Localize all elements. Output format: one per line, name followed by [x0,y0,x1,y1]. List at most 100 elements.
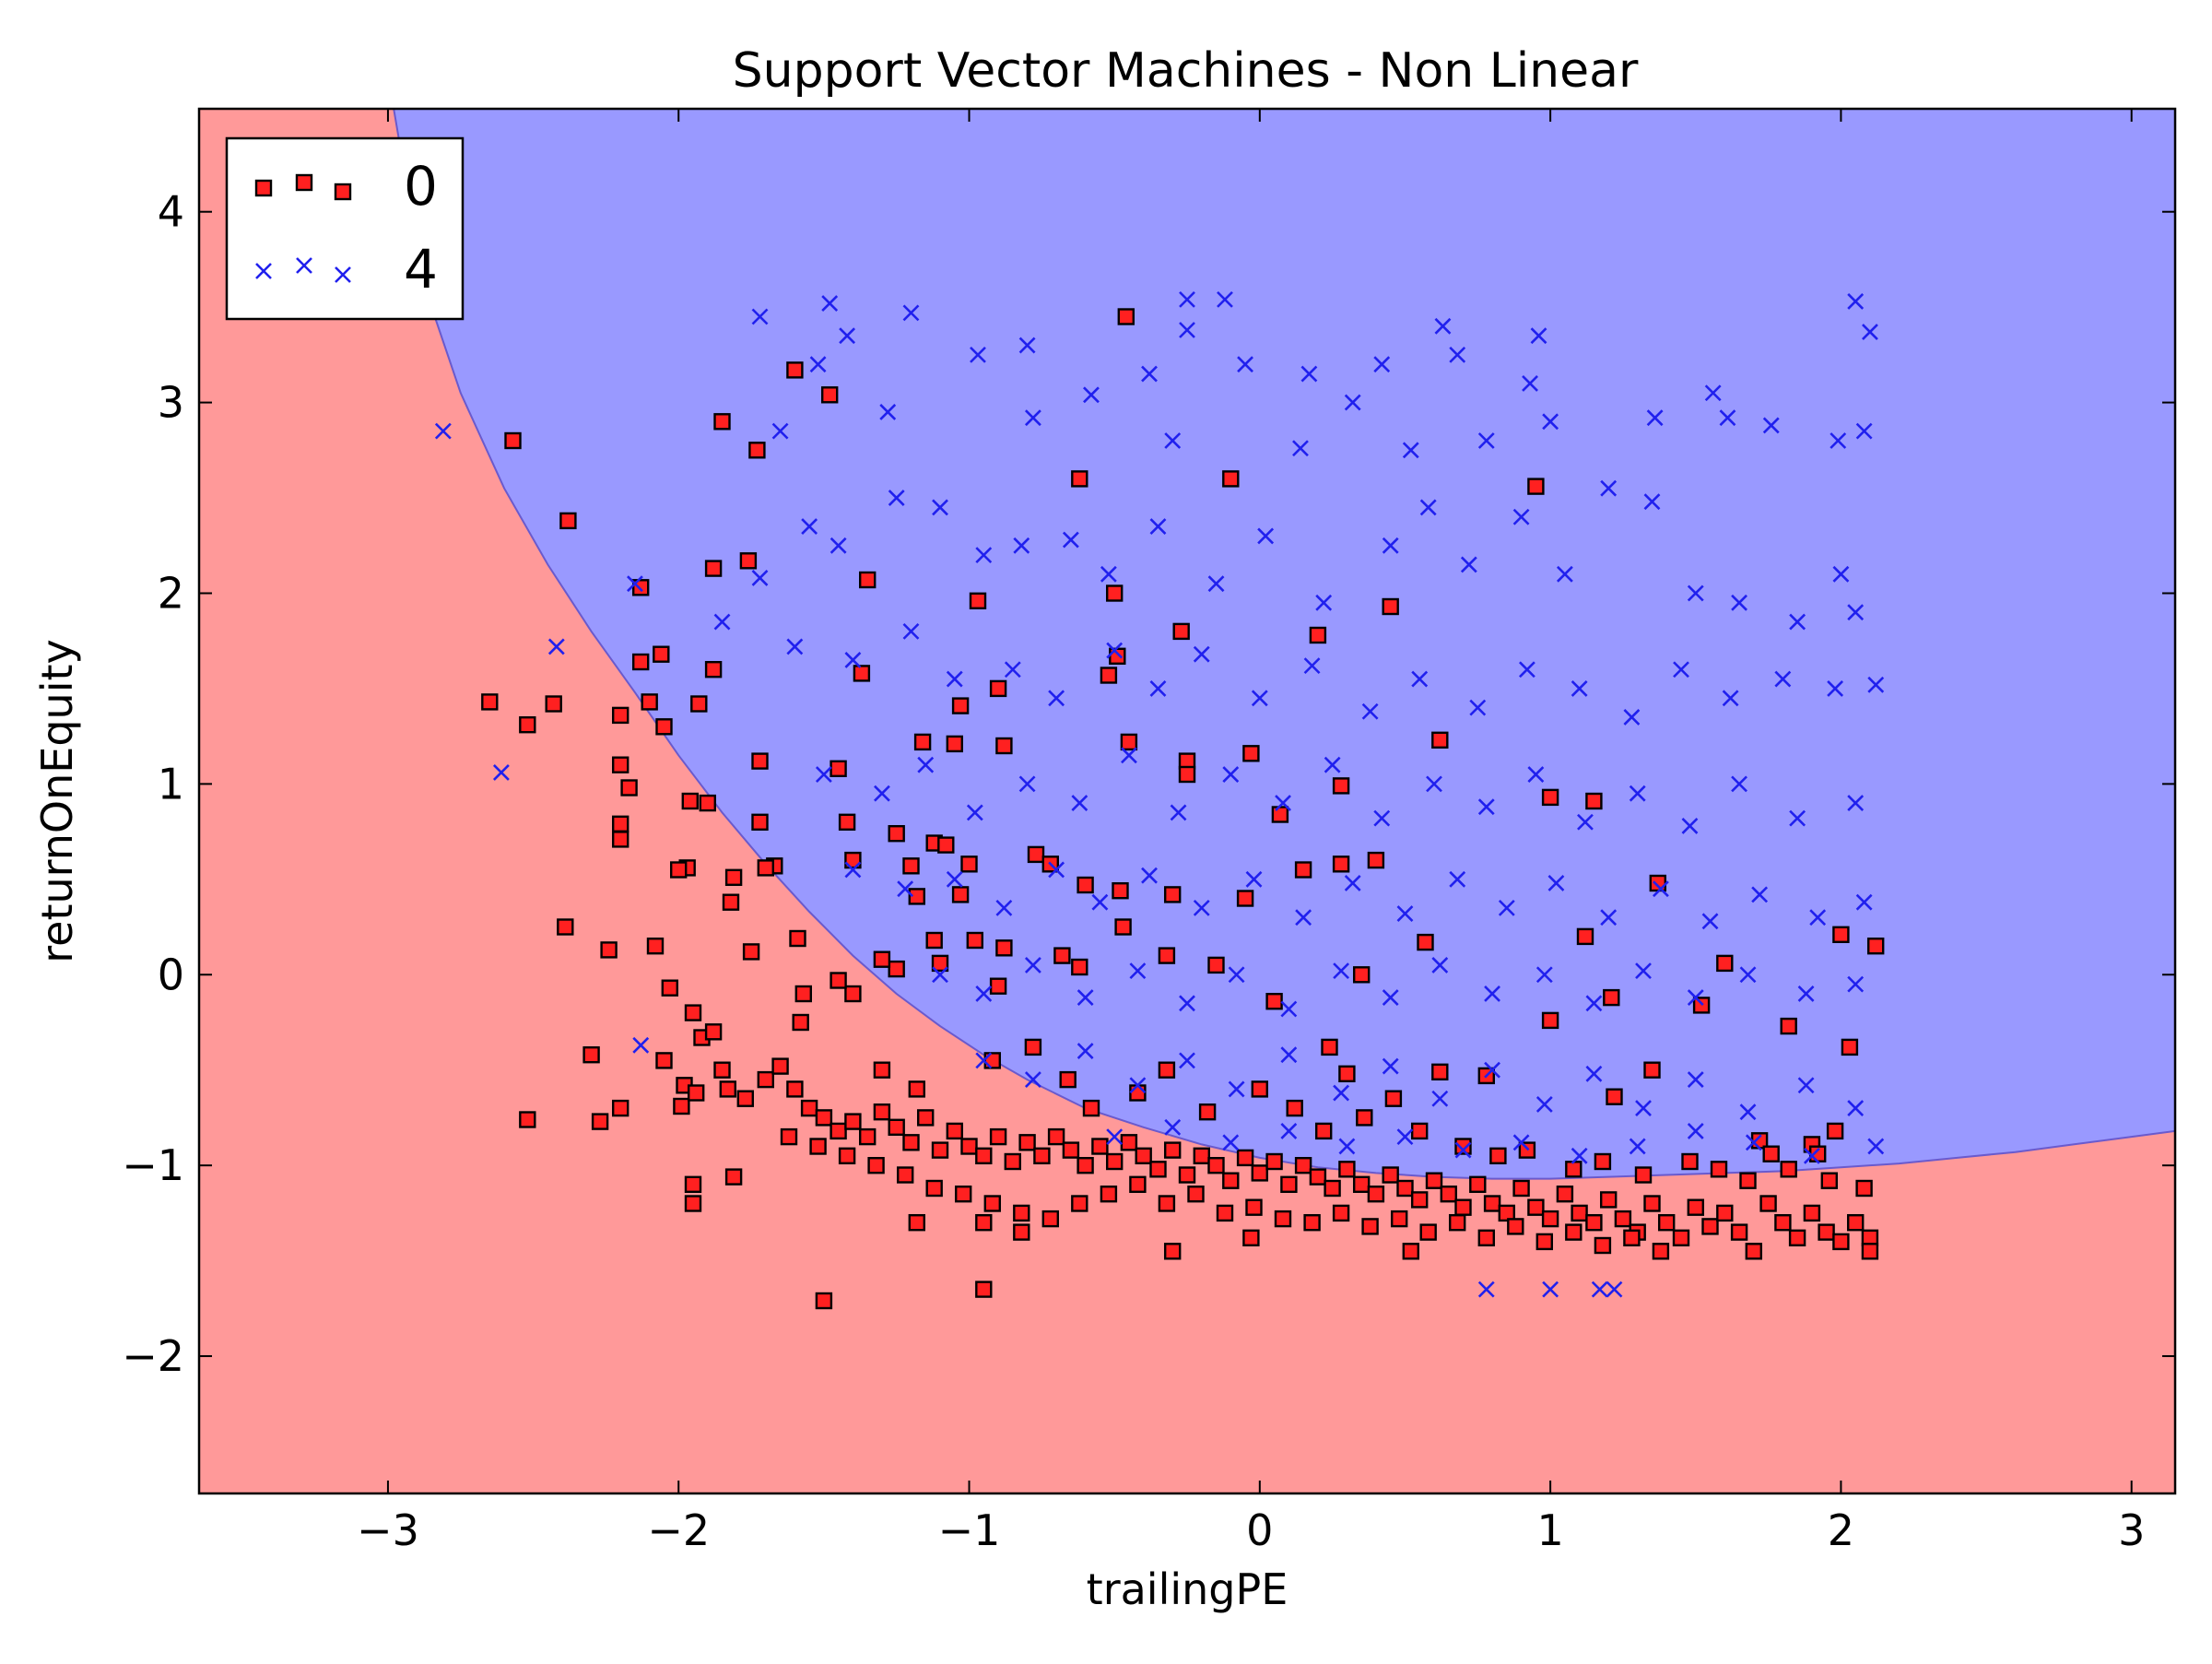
data-point-class-0 [1332,777,1350,795]
data-point-class-4 [1324,756,1341,773]
data-point-class-4 [1179,1052,1195,1069]
data-point-class-0 [888,960,905,978]
data-point-class-0 [1332,1204,1350,1222]
data-point-class-0 [1527,1198,1545,1216]
data-point-class-0 [937,836,955,854]
data-point-class-0 [888,1118,905,1137]
data-point-class-0 [641,693,658,711]
data-point-class-0 [786,1080,804,1098]
data-point-class-4 [946,870,963,888]
data-point-class-4 [1460,556,1477,573]
data-point-class-4 [1411,670,1429,688]
data-point-class-0 [684,1195,702,1212]
x-tick-label: −2 [647,1505,710,1555]
data-point-class-0 [719,1080,736,1098]
data-point-class-0 [1643,1061,1661,1079]
data-point-class-4 [1635,962,1652,980]
data-point-class-4 [1477,798,1495,816]
data-point-class-4 [1789,809,1806,827]
data-point-class-0 [815,1109,833,1127]
data-point-class-4 [1083,386,1100,404]
data-point-class-4 [1141,365,1158,383]
data-point-class-0 [1013,1223,1030,1241]
data-point-class-4 [1585,1065,1603,1082]
data-point-class-4 [975,985,993,1002]
data-point-class-0 [655,1052,673,1069]
data-point-class-0 [688,1084,705,1102]
data-point-class-0 [1606,1088,1623,1105]
data-point-class-4 [902,622,920,640]
data-point-class-4 [902,304,920,322]
data-point-class-0 [815,1292,833,1310]
data-point-class-0 [1454,1198,1472,1216]
data-point-class-0 [1367,851,1385,869]
data-point-class-0 [1271,806,1289,823]
data-point-class-4 [1295,909,1312,926]
data-point-class-4 [1315,594,1333,611]
data-point-class-0 [1242,745,1260,762]
data-point-class-0 [1518,1141,1536,1159]
data-point-class-0 [931,954,949,973]
data-point-class-4 [1606,1280,1623,1298]
data-point-class-0 [1163,1243,1182,1260]
data-point-class-0 [1294,1156,1312,1174]
data-point-class-4 [1164,1118,1182,1136]
y-tick-label: 4 [158,187,184,237]
data-point-class-0 [1382,597,1399,616]
data-point-class-0 [1332,856,1350,873]
data-point-class-4 [1847,604,1865,621]
data-point-class-4 [1222,766,1240,783]
data-point-class-4 [1477,432,1495,449]
data-point-class-0 [794,985,812,1003]
data-point-class-4 [1018,775,1036,793]
legend-marker-class-0 [254,173,352,201]
data-point-class-0 [1818,1223,1835,1241]
data-point-class-4 [1071,795,1088,811]
data-point-class-4 [1803,1147,1820,1164]
data-point-class-0 [1571,1204,1588,1222]
data-point-class-4 [1797,985,1815,1002]
data-point-class-4 [1739,966,1757,984]
data-point-class-0 [780,1127,798,1146]
data-point-class-0 [821,386,839,404]
x-axis-label: trailingPE [1087,1564,1288,1614]
y-tick-label: 3 [158,378,184,428]
data-point-class-0 [1431,731,1449,749]
plot-frame [197,107,2177,1495]
data-point-class-4 [946,670,963,688]
data-point-class-0 [673,1097,690,1115]
data-point-class-0 [1265,992,1283,1010]
data-point-class-4 [1193,899,1210,916]
data-point-class-0 [873,1061,891,1079]
data-point-class-0 [1324,1179,1341,1198]
data-point-class-4 [1106,642,1124,659]
data-point-class-0 [1004,1152,1022,1171]
data-point-class-0 [1565,1161,1583,1178]
data-point-class-0 [1100,667,1118,684]
data-point-class-4 [1722,690,1739,707]
data-point-class-0 [1594,1236,1612,1255]
data-point-class-0 [960,856,978,873]
data-point-class-0 [751,752,769,770]
data-point-class-0 [873,950,891,968]
data-point-class-0 [1024,1038,1042,1056]
data-point-class-4 [1004,661,1021,679]
x-tick-label: 2 [1828,1505,1854,1555]
data-point-class-4 [1719,409,1736,427]
data-point-class-4 [1484,1061,1500,1079]
data-point-class-4 [1170,804,1187,821]
data-point-class-0 [1585,792,1603,810]
data-point-class-4 [879,404,897,420]
data-point-class-0 [1158,1195,1176,1212]
data-point-class-4 [1280,1122,1298,1139]
data-point-class-0 [1216,1204,1234,1222]
data-point-class-0 [1861,1243,1879,1260]
data-point-class-4 [1484,985,1500,1002]
data-point-class-4 [1300,365,1318,383]
x-tick-label: 0 [1246,1505,1273,1555]
data-point-class-4 [1673,661,1689,679]
data-point-class-4 [1251,690,1268,707]
data-point-class-4 [1774,670,1792,688]
data-point-class-0 [1477,1229,1496,1247]
data-point-class-0 [1396,1179,1414,1198]
